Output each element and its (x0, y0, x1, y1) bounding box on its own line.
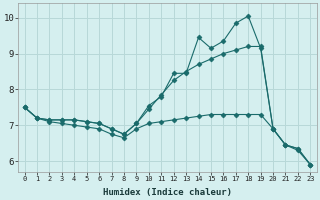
X-axis label: Humidex (Indice chaleur): Humidex (Indice chaleur) (103, 188, 232, 197)
